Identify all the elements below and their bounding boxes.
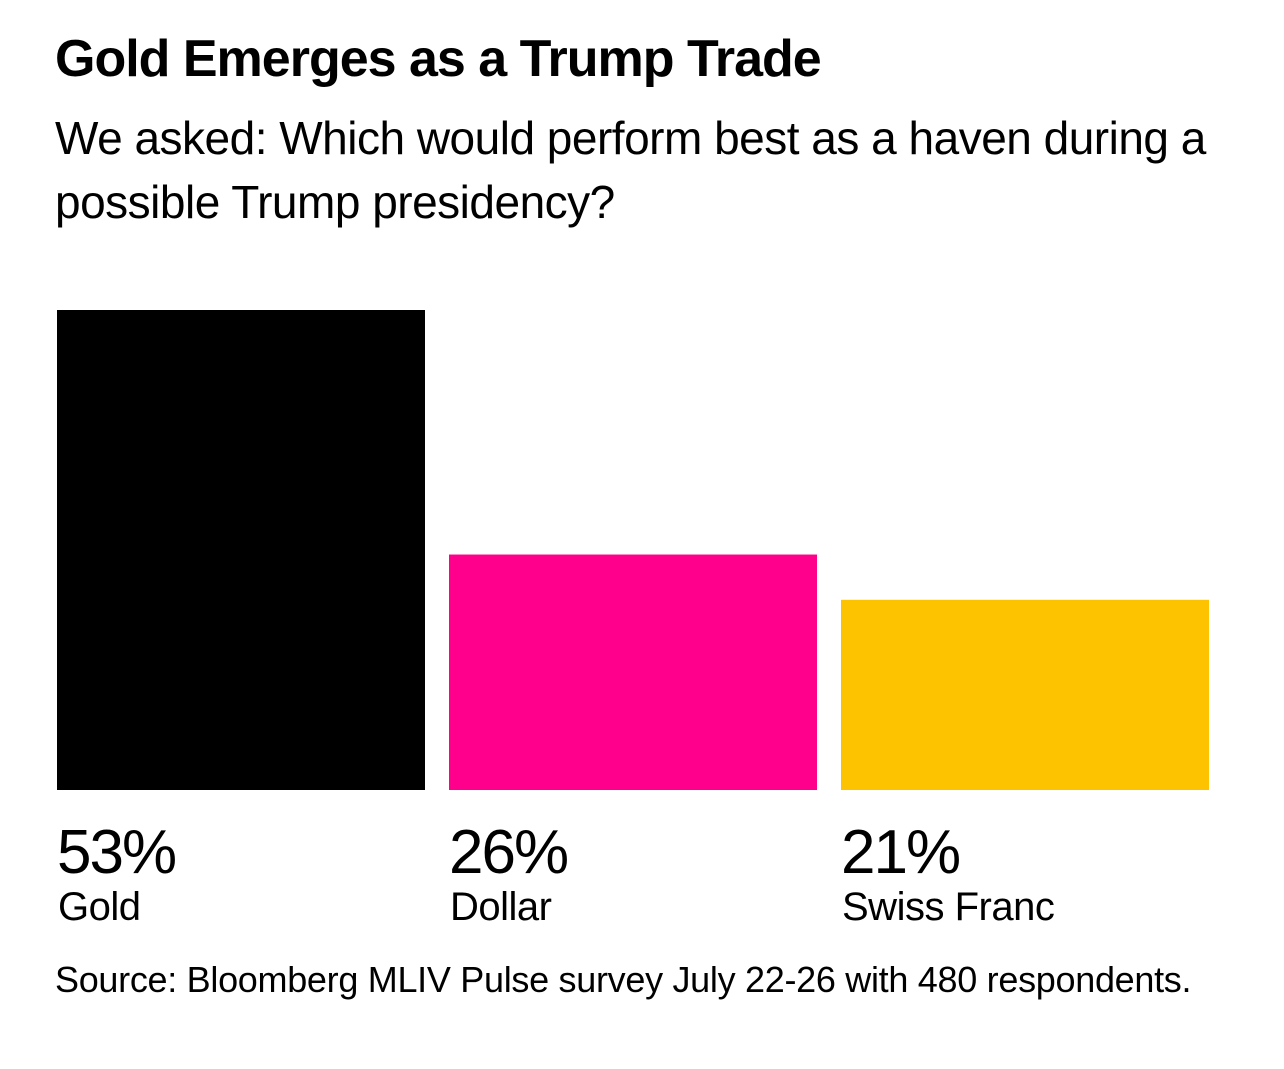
bar-swiss-franc — [841, 599, 1209, 790]
chart-title: Gold Emerges as a Trump Trade — [55, 30, 822, 88]
category-label: Swiss Franc — [842, 885, 1055, 929]
value-label: 53% — [57, 818, 177, 887]
bar-dollar — [449, 554, 817, 790]
value-label: 21% — [841, 818, 961, 887]
category-label: Dollar — [450, 885, 552, 929]
value-label: 26% — [449, 818, 569, 887]
source-note: Source: Bloomberg MLIV Pulse survey July… — [55, 959, 1192, 1000]
chart-subtitle: We asked: Which would perform best as a … — [55, 112, 1206, 228]
bar-gold — [57, 310, 425, 790]
category-label: Gold — [58, 885, 141, 929]
